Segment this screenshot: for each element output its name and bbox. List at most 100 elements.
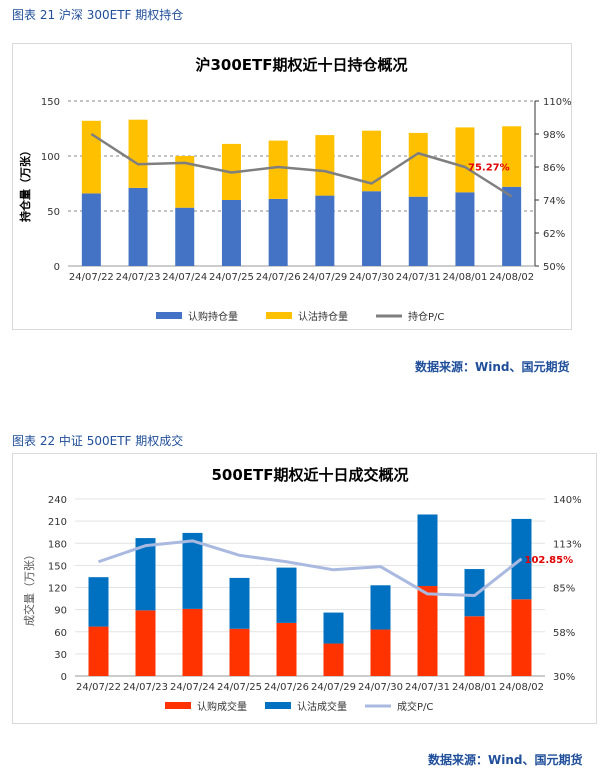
legend-label: 认购成交量: [197, 700, 247, 713]
x-tick-label: 24/07/31: [396, 272, 441, 283]
y-tick-label: 50: [47, 207, 60, 218]
x-tick-label: 24/07/29: [311, 682, 356, 693]
y2-tick-label: 30%: [553, 672, 575, 683]
bar-series-1: [455, 192, 475, 266]
bar-series-1: [511, 599, 532, 676]
bar-series-2: [175, 156, 195, 208]
x-tick-label: 24/07/29: [302, 272, 347, 283]
y-tick-label: 30: [54, 650, 67, 661]
figure-caption-2: 图表 22 中证 500ETF 期权成交: [12, 434, 184, 448]
x-tick-label: 24/07/26: [256, 272, 301, 283]
bar-series-2: [229, 577, 250, 629]
legend-swatch: [265, 702, 291, 709]
y2-tick-label: 140%: [553, 495, 582, 506]
bar-series-2: [455, 127, 475, 193]
chart-title: 500ETF期权近十日成交概况: [211, 466, 408, 484]
bar-series-1: [276, 622, 297, 676]
bar-series-2: [182, 532, 203, 609]
y-tick-label: 120: [48, 584, 67, 595]
bar-series-1: [81, 193, 101, 266]
y-tick-label: 60: [54, 628, 67, 639]
bar-series-2: [370, 585, 391, 630]
data-source-1: 数据来源：Wind、国元期货: [415, 360, 570, 374]
x-tick-label: 24/07/30: [358, 682, 403, 693]
legend-label: 成交P/C: [397, 700, 433, 713]
legend-label: 认沽持仓量: [298, 310, 348, 323]
y2-tick-label: 110%: [543, 97, 571, 108]
bar-series-1: [315, 195, 335, 266]
x-tick-label: 24/07/25: [217, 682, 262, 693]
y2-tick-label: 113%: [553, 539, 582, 550]
y-tick-label: 180: [48, 539, 67, 550]
bar-series-1: [502, 186, 522, 266]
legend-swatch: [156, 312, 182, 319]
x-tick-label: 24/07/22: [76, 682, 121, 693]
bar-series-1: [464, 616, 485, 676]
x-tick-label: 24/07/24: [162, 272, 207, 283]
legend-swatch: [165, 702, 191, 709]
y-tick-label: 100: [41, 152, 60, 163]
bar-series-1: [362, 191, 382, 266]
x-tick-label: 24/07/23: [123, 682, 168, 693]
bar-series-2: [502, 126, 522, 187]
pc-ratio-line: [90, 132, 513, 198]
y2-tick-label: 85%: [553, 584, 575, 595]
y-tick-label: 0: [61, 672, 67, 683]
y-tick-label: 240: [48, 495, 67, 506]
y-axis-label: 成交量（万张）: [22, 549, 36, 626]
bar-series-1: [417, 586, 438, 676]
pc-last-value-label: 102.85%: [525, 555, 574, 566]
y2-tick-label: 86%: [543, 163, 565, 174]
bar-series-1: [128, 187, 148, 266]
y-tick-label: 0: [54, 262, 60, 273]
x-tick-label: 24/07/31: [405, 682, 450, 693]
bar-series-1: [182, 608, 203, 676]
pc-last-value-label: 75.27%: [468, 163, 510, 174]
x-tick-label: 24/07/23: [116, 272, 161, 283]
bar-series-2: [315, 135, 335, 196]
bar-series-2: [464, 569, 485, 617]
data-source-2: 数据来源：Wind、国元期货: [428, 753, 583, 767]
x-tick-label: 24/07/24: [170, 682, 215, 693]
y2-tick-label: 50%: [543, 262, 565, 273]
x-tick-label: 24/07/26: [264, 682, 309, 693]
bar-series-2: [135, 538, 156, 611]
chart-title: 沪300ETF期权近十日持仓概况: [195, 56, 407, 74]
y-tick-label: 150: [41, 97, 60, 108]
bar-series-2: [362, 130, 382, 192]
legend-label: 持仓P/C: [408, 310, 444, 323]
pc-ratio-line: [98, 539, 523, 598]
figure-caption-1: 图表 21 沪深 300ETF 期权持仓: [12, 8, 184, 22]
y-tick-label: 90: [54, 606, 67, 617]
bar-series-2: [88, 577, 109, 627]
open-interest-chart: 沪300ETF期权近十日持仓概况 0 50 100 150 50% 62% 74% 86% 98%…: [18, 56, 572, 323]
bar-series-2: [276, 567, 297, 623]
bar-series-2: [81, 120, 101, 194]
bar-series-2: [408, 132, 428, 197]
x-tick-label: 24/07/25: [209, 272, 254, 283]
x-tick-label: 24/08/01: [452, 682, 497, 693]
x-tick-label: 24/07/22: [69, 272, 114, 283]
legend-label: 认沽成交量: [297, 700, 347, 713]
x-tick-label: 24/08/02: [499, 682, 544, 693]
bar-series-2: [268, 140, 288, 199]
bar-series-1: [221, 200, 241, 266]
y2-tick-label: 62%: [543, 229, 565, 240]
bar-series-1: [268, 198, 288, 266]
chart-frame-2: 500ETF期权近十日成交概况 0 30 60 90 120 150 180 210 240 30%…: [12, 453, 597, 724]
bar-series-2: [323, 612, 344, 644]
legend-label: 认购持仓量: [188, 310, 238, 323]
bar-series-1: [408, 196, 428, 266]
legend-swatch: [266, 312, 292, 319]
bar-series-1: [135, 610, 156, 676]
y-tick-label: 210: [48, 517, 67, 528]
bar-series-1: [323, 643, 344, 676]
y2-tick-label: 58%: [553, 628, 575, 639]
bar-series-2: [417, 514, 438, 587]
bar-series-1: [370, 629, 391, 676]
bar-series-2: [128, 119, 148, 188]
x-tick-label: 24/08/01: [442, 272, 487, 283]
bar-series-1: [229, 628, 250, 676]
y-axis-label: 持仓量（万张）: [18, 145, 32, 222]
y2-tick-label: 98%: [543, 130, 565, 141]
